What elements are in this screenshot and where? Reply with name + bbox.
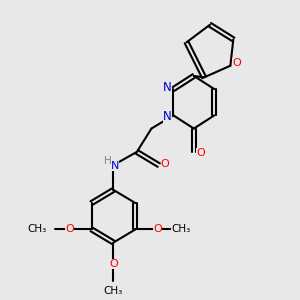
Text: N: N [163,81,172,94]
Text: N: N [111,161,119,171]
Text: CH₃: CH₃ [171,224,190,234]
Text: O: O [196,148,205,158]
Text: CH₃: CH₃ [104,286,123,296]
Text: CH₃: CH₃ [27,224,46,234]
Text: O: O [65,224,74,234]
Text: N: N [163,110,172,123]
Text: O: O [109,260,118,269]
Text: O: O [153,224,162,234]
Text: O: O [232,58,241,68]
Text: H: H [104,156,112,166]
Text: O: O [161,159,170,169]
